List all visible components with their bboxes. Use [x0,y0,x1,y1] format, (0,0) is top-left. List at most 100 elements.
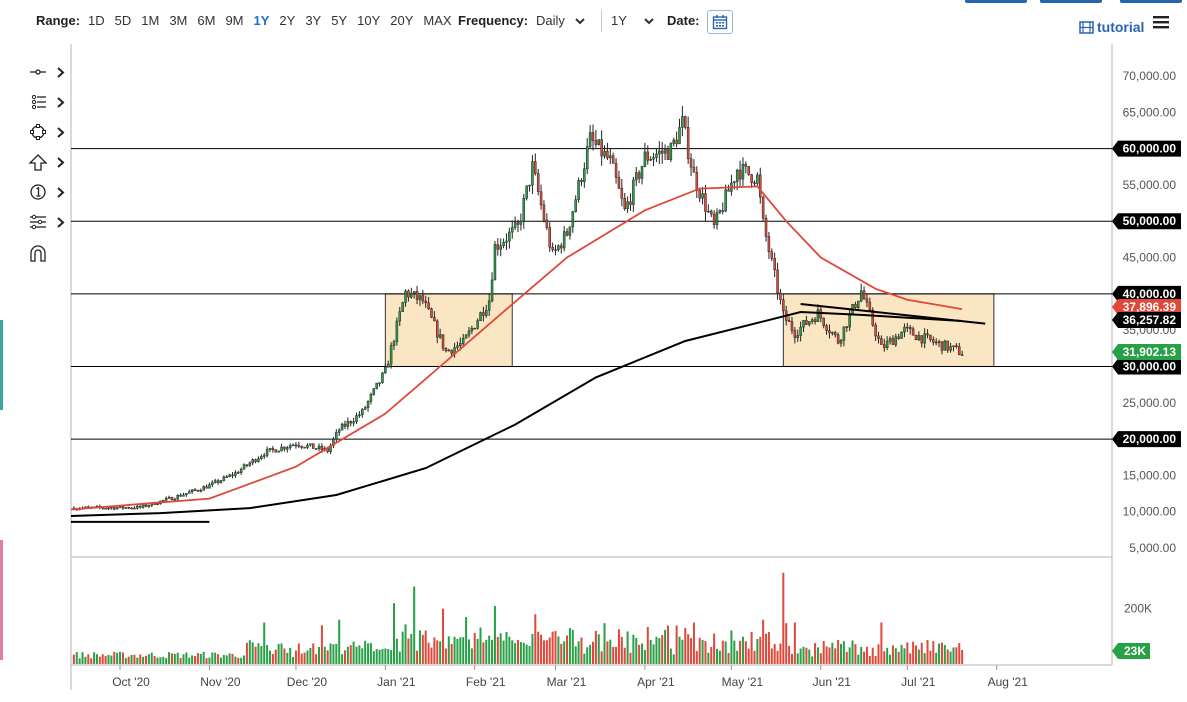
candle[interactable] [369,393,373,402]
candle[interactable] [787,320,791,322]
candle[interactable] [297,444,301,447]
candle[interactable] [187,491,191,494]
candle[interactable] [121,505,125,509]
candle[interactable] [715,212,719,225]
candle[interactable] [929,334,932,340]
candle[interactable] [257,458,260,462]
candle[interactable] [219,480,223,483]
candle[interactable] [606,150,609,159]
candle[interactable] [857,300,860,308]
candle[interactable] [816,309,820,322]
candle[interactable] [237,472,240,474]
candle[interactable] [427,302,430,309]
range-1y[interactable]: 1Y [253,13,270,28]
candle[interactable] [317,445,321,449]
candle[interactable] [476,320,479,329]
candle[interactable] [288,445,292,448]
candle[interactable] [906,326,909,329]
candle[interactable] [392,341,396,346]
candle[interactable] [239,468,243,473]
candle[interactable] [162,499,165,502]
fibonacci-tool[interactable] [28,210,68,234]
candle[interactable] [499,245,502,250]
candle[interactable] [822,317,825,326]
candle[interactable] [404,290,407,303]
candle[interactable] [614,163,618,178]
candle[interactable] [205,486,208,489]
candle[interactable] [208,484,211,489]
candle[interactable] [193,489,197,491]
candle[interactable] [502,242,505,247]
candle[interactable] [349,421,352,424]
candle[interactable] [335,432,338,440]
candle[interactable] [831,332,834,334]
candle[interactable] [632,179,635,205]
candle[interactable] [946,340,949,351]
candle[interactable] [658,150,661,155]
candle[interactable] [635,172,638,181]
candle[interactable] [735,169,739,182]
candle[interactable] [225,476,228,478]
candle[interactable] [343,423,347,427]
candle[interactable] [170,497,174,501]
candle[interactable] [525,185,528,199]
candle[interactable] [891,338,895,345]
period-select[interactable]: 1Y [611,13,655,28]
candle[interactable] [790,321,794,331]
candle[interactable] [883,344,886,348]
candle[interactable] [384,367,387,374]
candle[interactable] [666,148,670,160]
candle[interactable] [286,447,289,450]
candle[interactable] [597,139,601,145]
candle[interactable] [877,335,880,339]
hamburger-menu-button[interactable] [1153,15,1169,32]
candle[interactable] [133,507,136,510]
candle[interactable] [424,300,427,304]
candle[interactable] [681,116,684,128]
candle[interactable] [300,446,303,448]
candle[interactable] [828,330,831,334]
candle[interactable] [920,335,924,344]
candle[interactable] [372,388,376,395]
range-1m[interactable]: 1M [141,13,160,28]
candle[interactable] [554,249,557,251]
line-tool[interactable] [28,90,68,114]
candle[interactable] [859,290,863,302]
candle[interactable] [539,191,543,206]
candle[interactable] [692,166,696,173]
candle[interactable] [952,345,955,347]
candle[interactable] [776,269,779,294]
candle[interactable] [923,333,926,344]
candle[interactable] [620,188,624,199]
candle[interactable] [779,292,782,301]
candle[interactable] [733,181,736,184]
candle[interactable] [833,332,837,336]
candle[interactable] [283,446,286,450]
candle[interactable] [398,311,402,322]
candle[interactable] [127,507,130,509]
candle[interactable] [709,210,713,215]
range-5d[interactable]: 5D [114,13,132,28]
candle[interactable] [655,153,658,158]
candle[interactable] [436,320,439,338]
candle[interactable] [960,354,964,356]
candle[interactable] [314,448,318,450]
range-20y[interactable]: 20Y [390,13,414,28]
candle[interactable] [389,345,393,365]
candle[interactable] [908,327,912,330]
candle[interactable] [580,180,583,182]
candle[interactable] [113,507,116,510]
candle[interactable] [346,421,350,427]
candle[interactable] [164,497,168,501]
candle[interactable] [213,480,217,483]
candle[interactable] [594,140,598,145]
candle[interactable] [459,343,462,347]
candle[interactable] [669,143,673,160]
candle[interactable] [173,498,177,501]
candle[interactable] [361,409,364,416]
candle[interactable] [885,340,889,348]
candle[interactable] [395,320,399,343]
candle[interactable] [485,309,488,316]
candle[interactable] [914,335,918,341]
candle[interactable] [862,290,866,300]
